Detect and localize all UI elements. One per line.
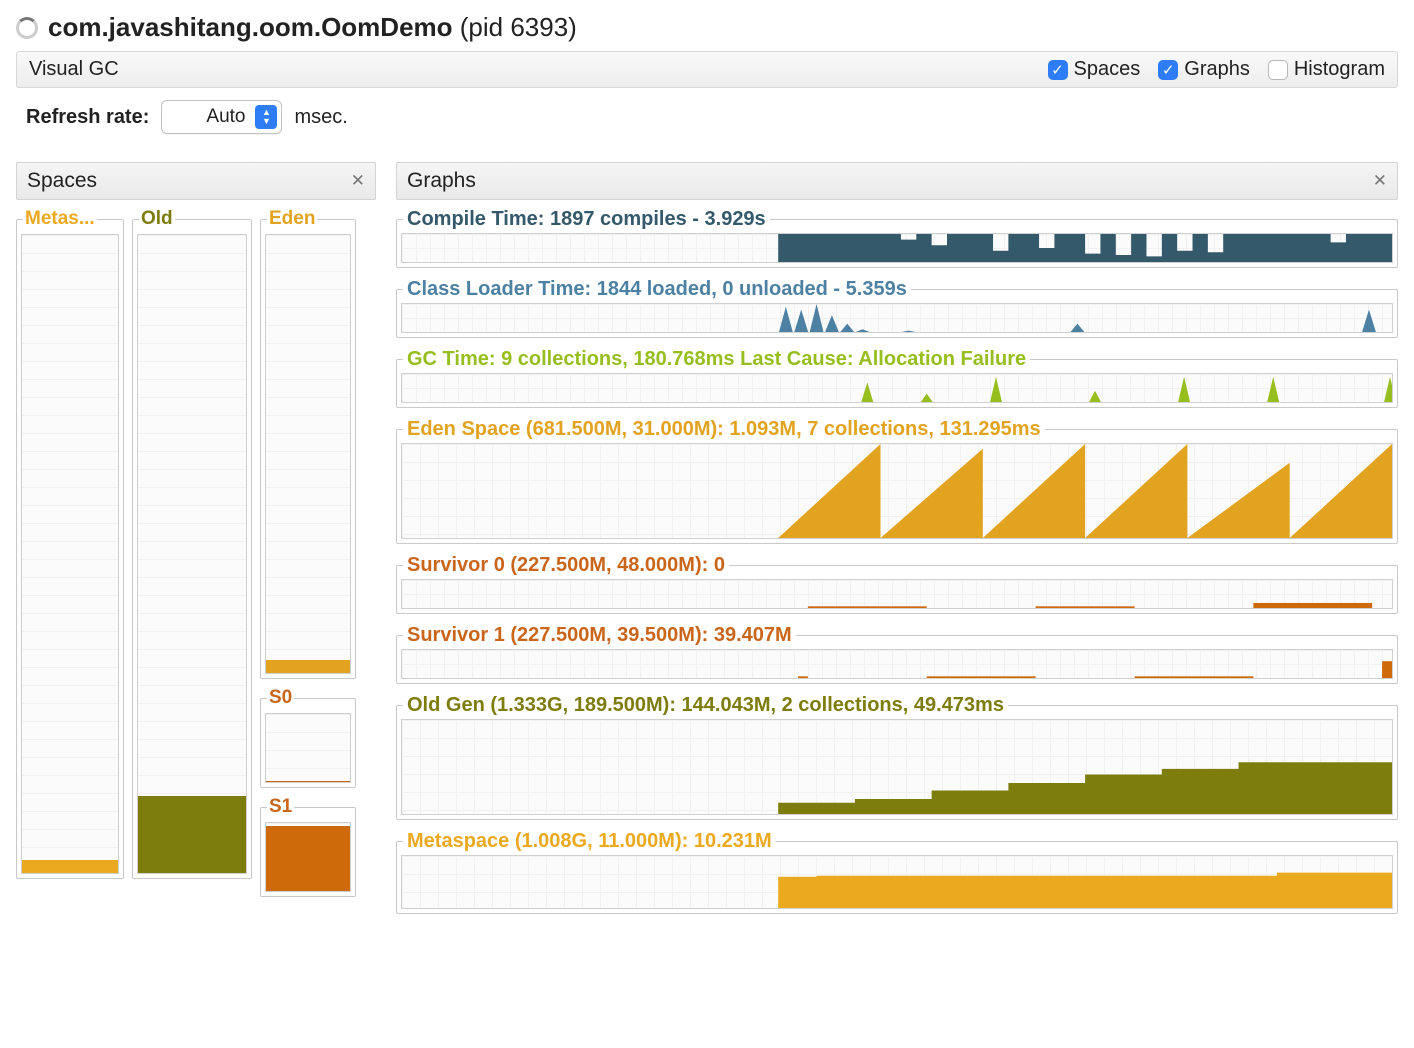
graph-title: Metaspace (1.008G, 11.000M): 10.231M — [403, 830, 776, 853]
graph-class-loader-time: Class Loader Time: 1844 loaded, 0 unload… — [396, 278, 1398, 338]
checkbox-icon — [1268, 60, 1288, 80]
graphs-panel-header: Graphs ✕ — [396, 162, 1398, 200]
space-bar — [265, 234, 351, 674]
space-label: Eden — [267, 208, 317, 230]
space-fill — [138, 796, 246, 873]
graph-metaspace: Metaspace (1.008G, 11.000M): 10.231M — [396, 830, 1398, 914]
graph-title: Survivor 0 (227.500M, 48.000M): 0 — [403, 554, 729, 577]
graph-title: Class Loader Time: 1844 loaded, 0 unload… — [403, 278, 911, 301]
graph-title: Eden Space (681.500M, 31.000M): 1.093M, … — [403, 418, 1045, 441]
pid-label: (pid 6393) — [460, 12, 577, 42]
refresh-unit: msec. — [294, 106, 347, 129]
graphs-panel-title: Graphs — [407, 169, 476, 193]
checkbox-spaces[interactable]: ✓ Spaces — [1048, 58, 1141, 81]
spaces-panel: Spaces ✕ Metas... Old Eden S0 S1 — [16, 162, 376, 897]
toolbar: Visual GC ✓ Spaces ✓ Graphs Histogram — [16, 51, 1398, 88]
graph-title: Survivor 1 (227.500M, 39.500M): 39.407M — [403, 624, 796, 647]
graph-compile-time: Compile Time: 1897 compiles - 3.929s — [396, 208, 1398, 268]
graph-strip — [401, 649, 1393, 679]
space-label: Old — [139, 208, 175, 230]
graph-title: Old Gen (1.333G, 189.500M): 144.043M, 2 … — [403, 694, 1008, 717]
graph-strip — [401, 443, 1393, 539]
space-s1: S1 — [260, 796, 356, 897]
refresh-row: Refresh rate: Auto ▲▼ msec. — [26, 100, 1398, 134]
graph-strip — [401, 303, 1393, 333]
space-bar — [137, 234, 247, 874]
graph-old-gen: Old Gen (1.333G, 189.500M): 144.043M, 2 … — [396, 694, 1398, 820]
graph-survivor-1: Survivor 1 (227.500M, 39.500M): 39.407M — [396, 624, 1398, 684]
graph-survivor-0: Survivor 0 (227.500M, 48.000M): 0 — [396, 554, 1398, 614]
graph-eden-space: Eden Space (681.500M, 31.000M): 1.093M, … — [396, 418, 1398, 544]
checkbox-label: Graphs — [1184, 58, 1250, 81]
space-fill — [266, 781, 350, 782]
tab-visual-gc[interactable]: Visual GC — [29, 58, 119, 81]
space-old: Old — [132, 208, 252, 879]
app-name: com.javashitang.oom.OomDemo — [48, 12, 453, 42]
space-fill — [266, 660, 350, 673]
select-stepper-icon: ▲▼ — [255, 105, 277, 129]
spaces-panel-title: Spaces — [27, 169, 97, 193]
graph-strip — [401, 719, 1393, 815]
graph-strip — [401, 373, 1393, 403]
space-label: Metas... — [23, 208, 97, 230]
graphs-panel: Graphs ✕ Compile Time: 1897 compiles - 3… — [396, 162, 1398, 924]
checkbox-label: Histogram — [1294, 58, 1385, 81]
close-icon[interactable]: ✕ — [351, 171, 365, 191]
view-toggles: ✓ Spaces ✓ Graphs Histogram — [1048, 58, 1385, 81]
space-bar — [21, 234, 119, 874]
refresh-rate-select[interactable]: Auto ▲▼ — [161, 100, 282, 134]
space-bar — [265, 713, 351, 783]
checkbox-graphs[interactable]: ✓ Graphs — [1158, 58, 1250, 81]
graph-strip — [401, 855, 1393, 909]
space-s0: S0 — [260, 687, 356, 788]
close-icon[interactable]: ✕ — [1373, 171, 1387, 191]
graph-title: GC Time: 9 collections, 180.768ms Last C… — [403, 348, 1030, 371]
space-eden: Eden — [260, 208, 356, 679]
space-fill — [22, 860, 118, 873]
space-metaspace: Metas... — [16, 208, 124, 879]
space-label: S0 — [267, 687, 294, 709]
check-icon: ✓ — [1158, 60, 1178, 80]
space-label: S1 — [267, 796, 294, 818]
window-title: com.javashitang.oom.OomDemo (pid 6393) — [48, 12, 577, 43]
spaces-panel-header: Spaces ✕ — [16, 162, 376, 200]
check-icon: ✓ — [1048, 60, 1068, 80]
space-bar — [265, 822, 351, 892]
graph-gc-time: GC Time: 9 collections, 180.768ms Last C… — [396, 348, 1398, 408]
loading-spinner-icon — [16, 17, 38, 39]
graph-strip — [401, 233, 1393, 263]
checkbox-label: Spaces — [1074, 58, 1141, 81]
checkbox-histogram[interactable]: Histogram — [1268, 58, 1385, 81]
refresh-label: Refresh rate: — [26, 106, 149, 129]
graph-strip — [401, 579, 1393, 609]
space-fill — [266, 826, 350, 891]
refresh-rate-value: Auto — [206, 106, 245, 128]
graph-title: Compile Time: 1897 compiles - 3.929s — [403, 208, 770, 231]
